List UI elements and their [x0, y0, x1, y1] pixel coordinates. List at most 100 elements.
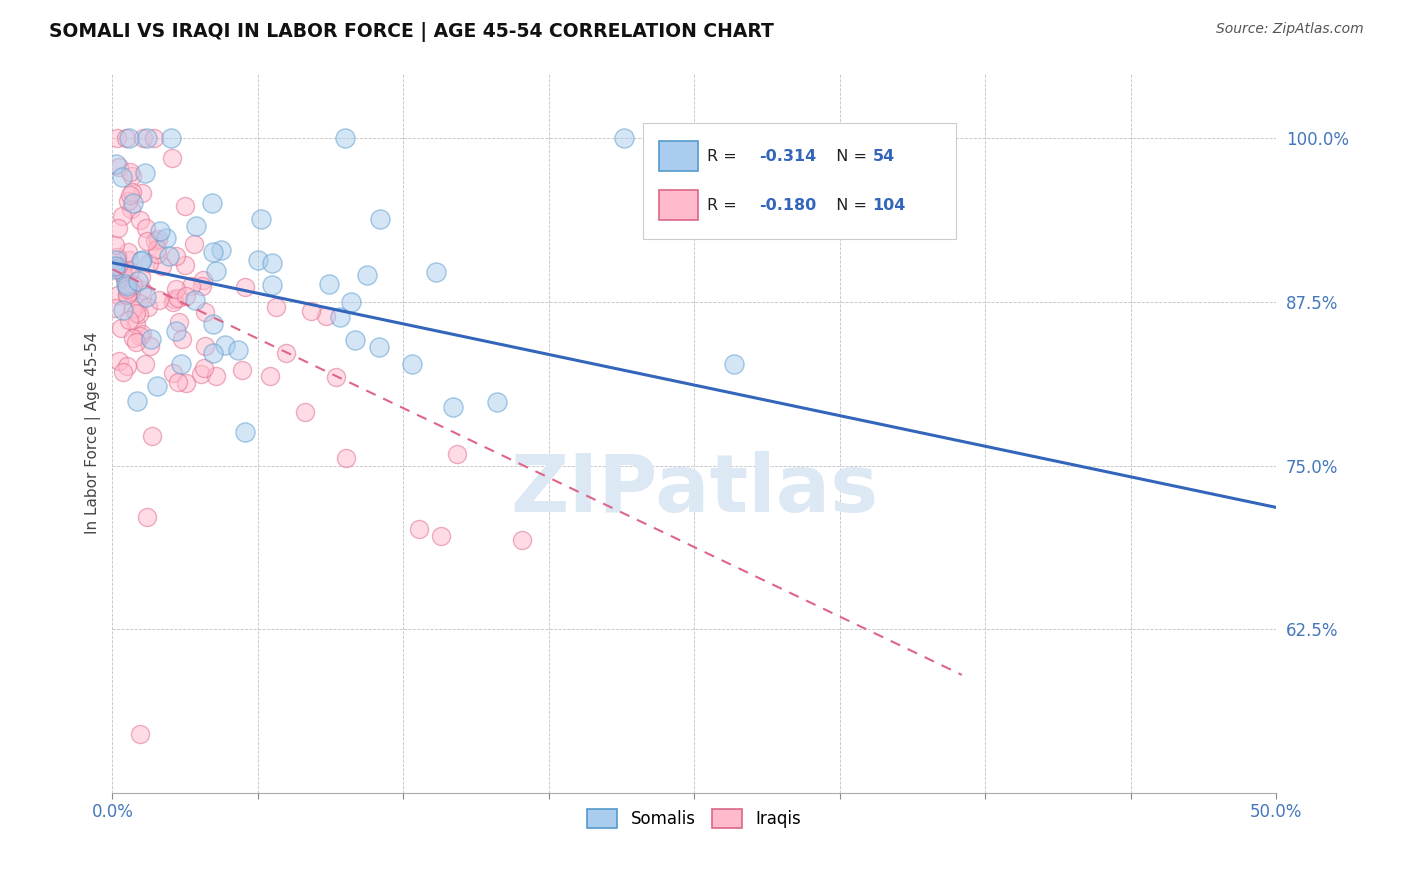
Point: [333, 131, 356, 145]
Text: ZIPatlas: ZIPatlas: [510, 451, 879, 529]
Point: [276, 346, 298, 360]
Point: [125, 306, 148, 320]
Point: [446, 446, 468, 460]
Point: [110, 320, 132, 334]
Point: [201, 346, 224, 360]
Point: [441, 400, 464, 414]
Point: [118, 131, 141, 145]
Point: [201, 196, 224, 211]
Text: 54: 54: [873, 149, 894, 164]
Point: [104, 301, 127, 316]
Text: R =: R =: [707, 149, 741, 164]
Point: [335, 450, 357, 465]
Point: [134, 357, 156, 371]
Point: [138, 256, 160, 270]
Point: [111, 170, 134, 185]
Point: [193, 361, 215, 376]
Point: [329, 310, 352, 324]
Point: [262, 256, 284, 270]
Point: [190, 368, 212, 382]
Point: [136, 301, 159, 315]
Point: [167, 315, 190, 329]
Point: [174, 376, 197, 390]
Point: [135, 289, 157, 303]
Point: [117, 282, 139, 296]
Point: [121, 185, 143, 199]
Point: [107, 288, 129, 302]
Point: [325, 369, 347, 384]
Point: [191, 279, 214, 293]
Point: [121, 302, 143, 317]
Point: [430, 529, 453, 543]
Point: [169, 357, 191, 371]
Point: [118, 264, 141, 278]
Point: [128, 213, 150, 227]
Text: R =: R =: [707, 198, 741, 213]
Point: [125, 318, 148, 332]
Point: [180, 279, 202, 293]
Point: [112, 302, 135, 317]
Point: [128, 307, 150, 321]
Point: [209, 243, 232, 257]
Point: [510, 533, 533, 548]
Point: [104, 238, 127, 252]
Point: [159, 131, 181, 145]
Point: [136, 235, 159, 249]
Point: [131, 253, 153, 268]
Point: [131, 131, 153, 145]
Point: [122, 277, 145, 292]
Point: [121, 195, 143, 210]
Point: [111, 263, 134, 277]
Point: [104, 252, 127, 267]
Point: [167, 376, 190, 390]
Point: [115, 359, 138, 373]
Point: [120, 202, 142, 217]
Point: [114, 277, 136, 291]
Point: [150, 259, 173, 273]
Point: [134, 166, 156, 180]
Point: [194, 305, 217, 319]
Point: [157, 249, 180, 263]
Point: [107, 160, 129, 174]
Point: [259, 368, 281, 383]
Point: [146, 378, 169, 392]
Point: [233, 279, 256, 293]
Point: [104, 259, 127, 273]
Point: [120, 284, 142, 298]
Point: [104, 156, 127, 170]
Point: [202, 245, 225, 260]
Point: [107, 260, 129, 274]
Point: [143, 131, 166, 145]
Point: [129, 270, 152, 285]
Point: [246, 253, 269, 268]
Point: [226, 343, 249, 357]
Point: [202, 317, 225, 331]
Text: -0.180: -0.180: [759, 198, 815, 213]
Point: [184, 293, 207, 307]
Point: [139, 332, 162, 346]
Point: [204, 264, 226, 278]
Point: [262, 278, 284, 293]
Point: [205, 369, 228, 384]
Point: [136, 509, 159, 524]
Point: [408, 523, 430, 537]
Point: [146, 242, 169, 256]
Point: [148, 293, 170, 307]
Text: N =: N =: [827, 149, 872, 164]
Point: [117, 194, 139, 208]
Point: [148, 232, 170, 246]
Text: SOMALI VS IRAQI IN LABOR FORCE | AGE 45-54 CORRELATION CHART: SOMALI VS IRAQI IN LABOR FORCE | AGE 45-…: [49, 22, 775, 42]
Point: [122, 331, 145, 345]
Point: [115, 286, 138, 301]
Point: [165, 282, 187, 296]
Point: [368, 211, 391, 226]
Text: -0.314: -0.314: [759, 149, 815, 164]
Point: [111, 209, 134, 223]
Text: Source: ZipAtlas.com: Source: ZipAtlas.com: [1216, 22, 1364, 37]
Point: [613, 131, 636, 145]
Point: [115, 131, 138, 145]
Point: [170, 332, 193, 346]
Point: [115, 288, 138, 302]
Point: [194, 339, 217, 353]
Point: [108, 354, 131, 368]
